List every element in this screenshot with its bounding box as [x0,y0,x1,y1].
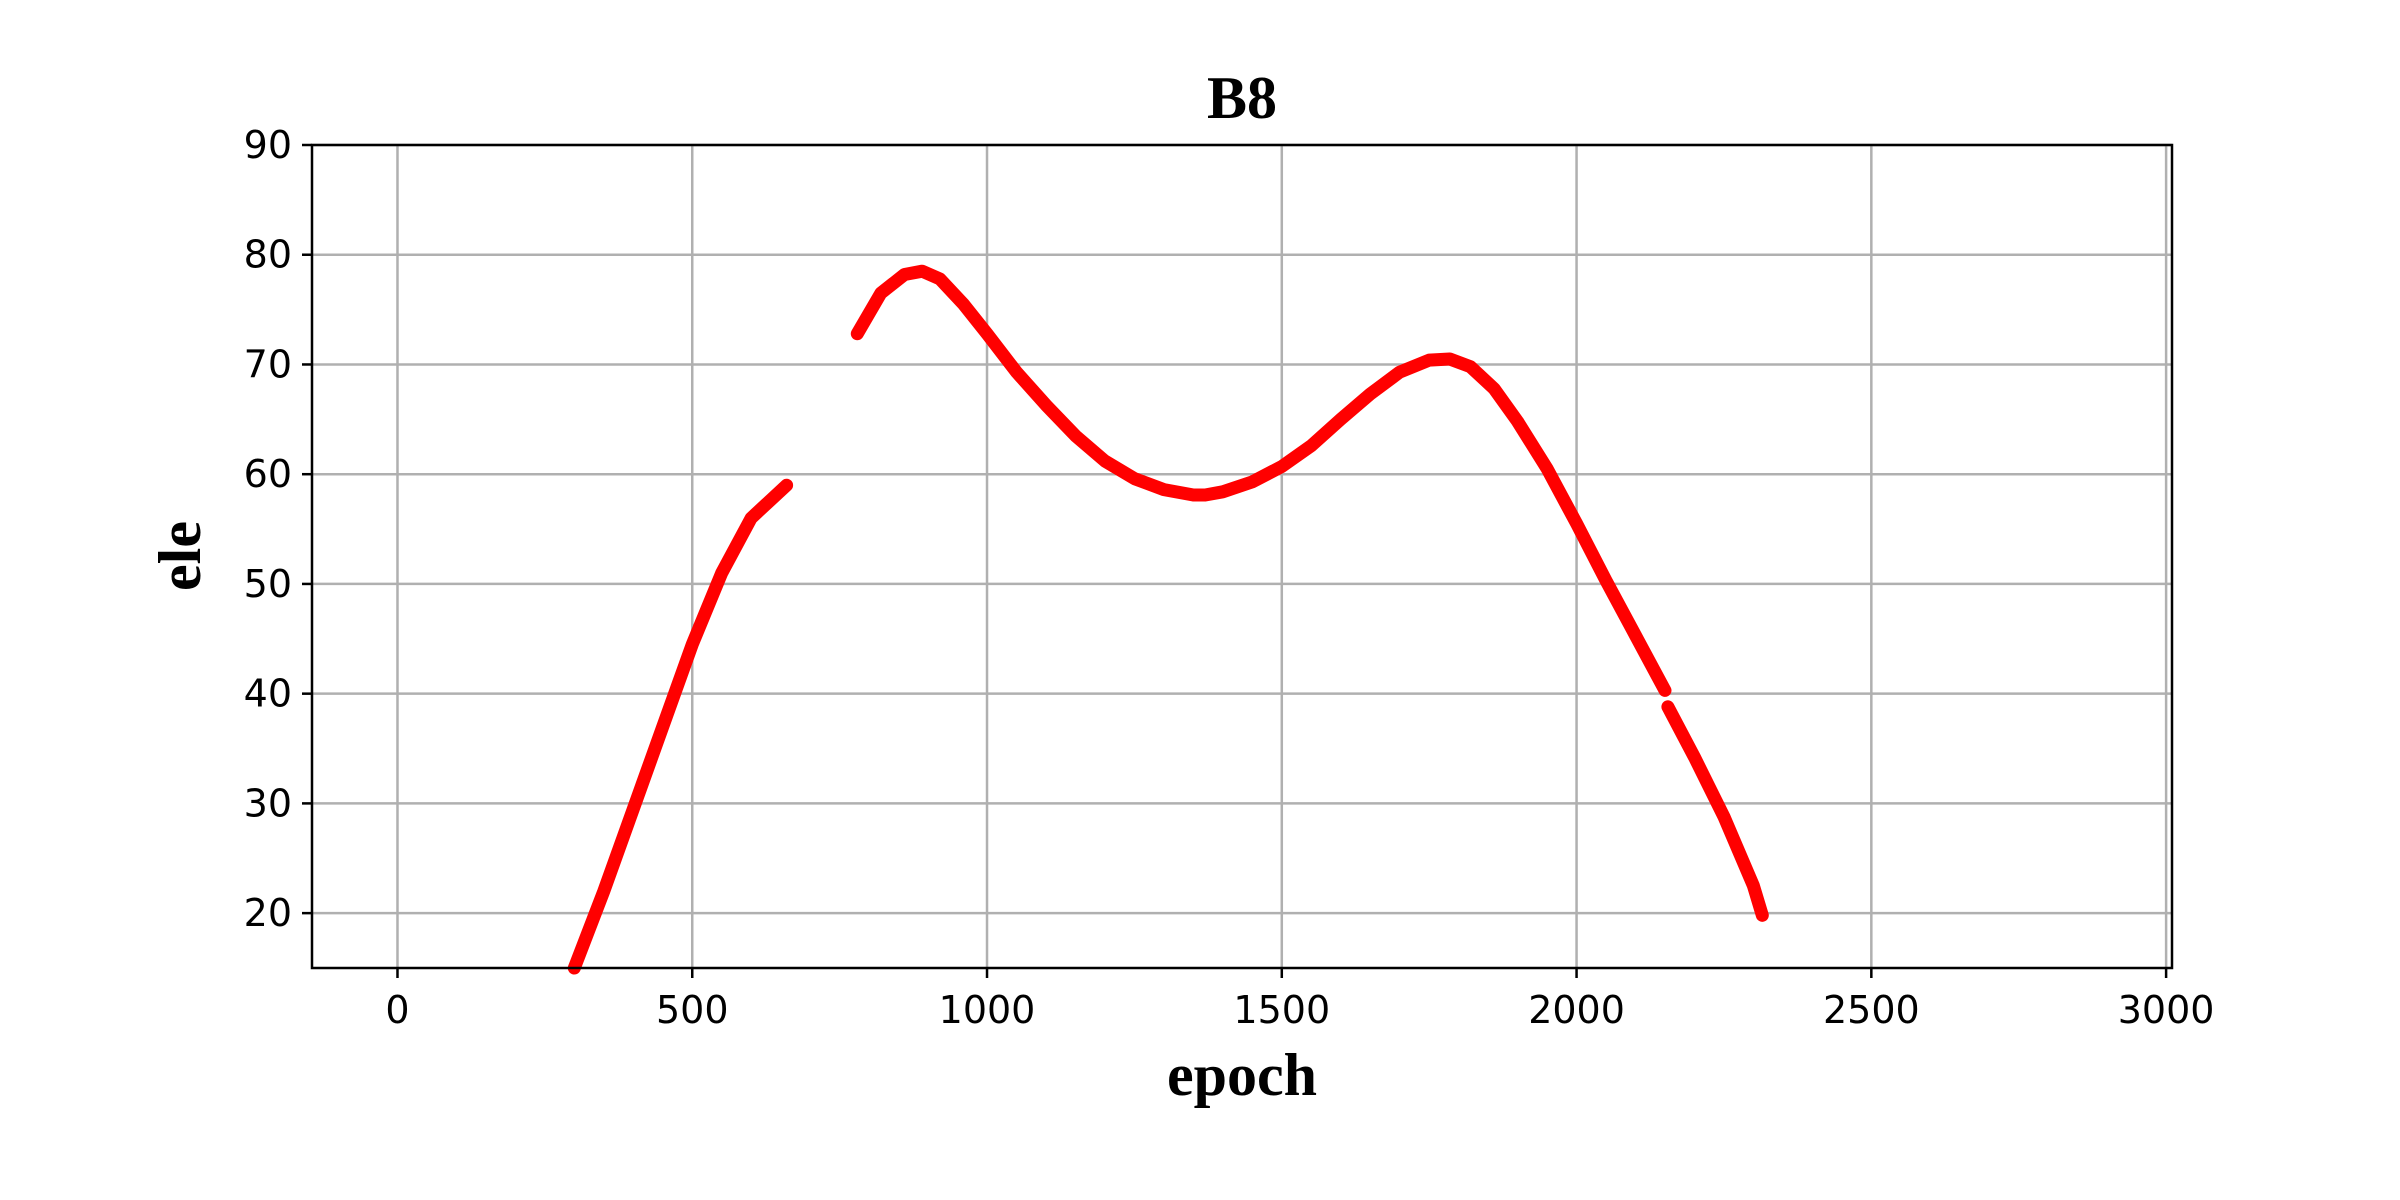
y-tick-label: 90 [244,123,292,167]
y-tick-label: 60 [244,452,292,496]
series-line-segment-1 [567,478,794,975]
series-layer [567,264,1769,975]
series-line-segment-2 [850,264,1672,697]
x-axis-label: epoch [1167,1042,1317,1108]
chart-title: B8 [1207,65,1277,131]
x-tick-label: 3000 [2118,988,2215,1032]
x-tick-label: 1500 [1233,988,1330,1032]
x-tick-label: 2000 [1528,988,1625,1032]
y-tick-label: 50 [244,562,292,606]
grid [312,143,2172,968]
x-tick-label: 1000 [939,988,1036,1032]
y-tick-label: 20 [244,891,292,935]
x-tick-label: 0 [385,988,409,1032]
y-tick-label: 70 [244,342,292,386]
x-tick-label: 2500 [1823,988,1920,1032]
y-tick-label: 40 [244,672,292,716]
y-tick-label: 30 [244,781,292,825]
series-line-segment-3 [1661,700,1769,922]
y-tick-label: 80 [244,233,292,277]
y-axis-label: ele [147,521,213,591]
x-tick-label: 500 [656,988,729,1032]
plot-frame [310,143,2174,970]
ticks: 0 500 1000 1500 2000 2500 3000 20 30 40 50 60 70 80 90 [244,123,2215,1032]
